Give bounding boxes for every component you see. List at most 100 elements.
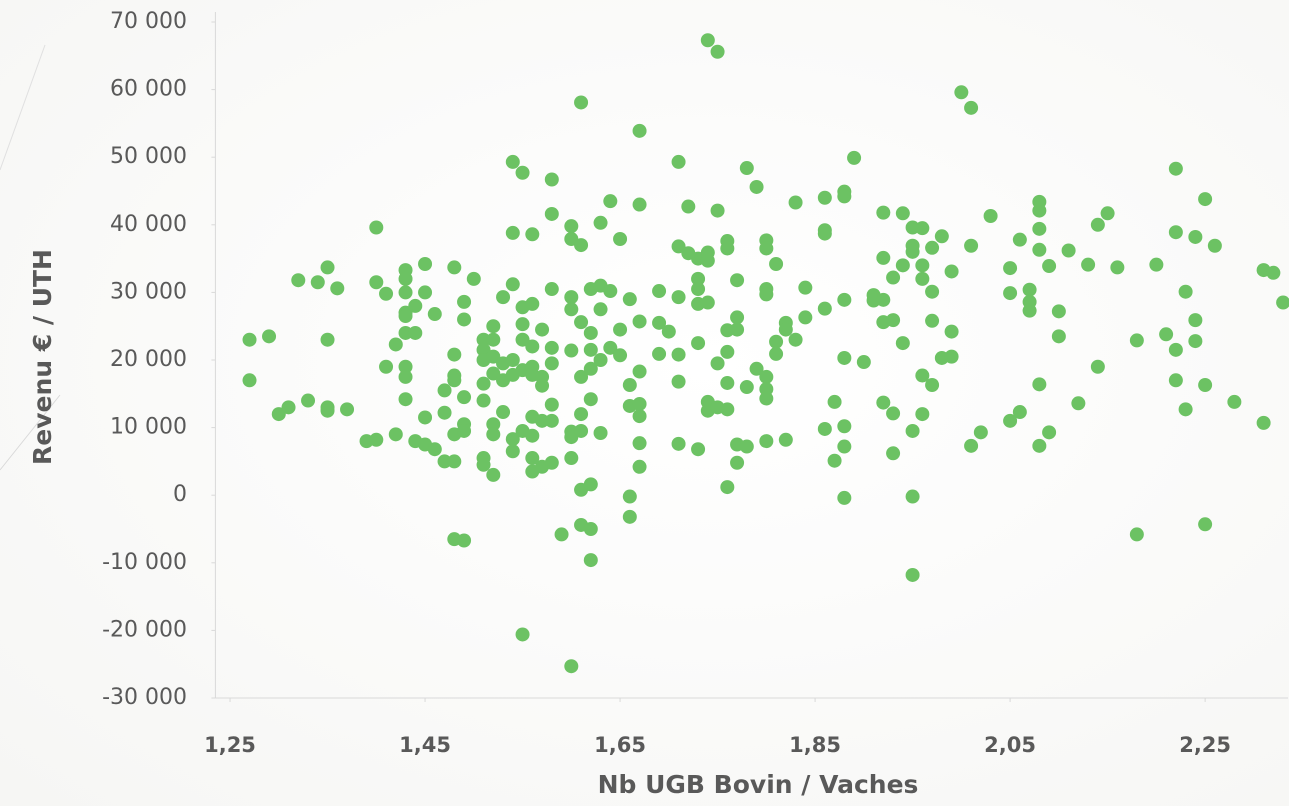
point: [544, 356, 559, 371]
point: [817, 301, 832, 316]
x-tick-label: 2,25: [1179, 733, 1231, 757]
point: [369, 275, 384, 290]
point: [486, 366, 501, 381]
point: [593, 215, 608, 230]
point: [476, 332, 491, 347]
point: [398, 359, 413, 374]
point: [1042, 259, 1057, 274]
point: [564, 219, 579, 234]
point: [1198, 192, 1213, 207]
y-tick-label: 70 000: [110, 9, 187, 34]
point: [759, 241, 774, 256]
y-axis-title: Revenu € / UTH: [28, 249, 57, 465]
point: [905, 489, 920, 504]
point: [320, 332, 335, 347]
point: [778, 322, 793, 337]
point: [778, 432, 793, 447]
point: [447, 454, 462, 469]
point: [1159, 327, 1174, 342]
point: [1129, 333, 1144, 348]
y-tick-label: 10 000: [110, 415, 187, 440]
point: [622, 509, 637, 524]
point: [730, 322, 745, 337]
point: [574, 423, 589, 438]
point: [1178, 402, 1193, 417]
point: [476, 342, 491, 357]
point: [398, 285, 413, 300]
point: [739, 380, 754, 395]
point: [700, 253, 715, 268]
point: [905, 244, 920, 259]
point: [574, 315, 589, 330]
point: [476, 393, 491, 408]
point: [496, 405, 511, 420]
point: [710, 44, 725, 59]
point: [1032, 242, 1047, 257]
point: [1003, 261, 1018, 276]
point: [398, 271, 413, 286]
point: [525, 339, 540, 354]
point: [535, 378, 550, 393]
point: [593, 426, 608, 441]
point: [486, 467, 501, 482]
point: [1168, 161, 1183, 176]
y-tick-label: 40 000: [110, 212, 187, 237]
point: [886, 270, 901, 285]
point: [525, 227, 540, 242]
point: [905, 423, 920, 438]
point: [1081, 257, 1096, 272]
point: [759, 287, 774, 302]
point: [710, 203, 725, 218]
point: [593, 353, 608, 367]
point: [525, 451, 540, 466]
point: [486, 349, 501, 364]
point: [1003, 413, 1018, 428]
point: [515, 627, 530, 642]
point: [515, 165, 530, 180]
point: [505, 444, 520, 459]
point: [525, 428, 540, 443]
point: [583, 392, 598, 407]
point: [437, 383, 452, 398]
point: [583, 342, 598, 357]
point: [486, 332, 501, 347]
point: [603, 194, 618, 209]
point: [691, 271, 706, 286]
point: [691, 282, 706, 297]
y-tick-label: -20 000: [102, 617, 187, 642]
point: [720, 402, 735, 417]
point: [1276, 295, 1289, 310]
point: [369, 220, 384, 235]
point: [544, 397, 559, 412]
point: [544, 282, 559, 297]
decoration: [0, 44, 46, 171]
point: [544, 206, 559, 221]
point: [632, 123, 647, 138]
point: [593, 302, 608, 317]
point: [671, 239, 686, 254]
point: [837, 439, 852, 454]
y-tick-label: 60 000: [110, 77, 187, 102]
point: [583, 361, 598, 376]
point: [934, 229, 949, 244]
point: [837, 189, 852, 204]
point: [1110, 260, 1125, 275]
point: [1188, 334, 1203, 349]
point: [964, 100, 979, 115]
point: [1051, 329, 1066, 344]
point: [583, 325, 598, 340]
point: [408, 298, 423, 313]
point: [242, 332, 257, 347]
point: [457, 423, 472, 438]
point: [1032, 438, 1047, 453]
point: [749, 179, 764, 194]
decoration: [0, 394, 61, 471]
point: [554, 527, 569, 542]
point: [369, 432, 384, 447]
point: [613, 322, 628, 337]
point: [1022, 303, 1037, 318]
point: [1178, 284, 1193, 299]
y-tick-label: -30 000: [102, 685, 187, 710]
point: [457, 294, 472, 309]
